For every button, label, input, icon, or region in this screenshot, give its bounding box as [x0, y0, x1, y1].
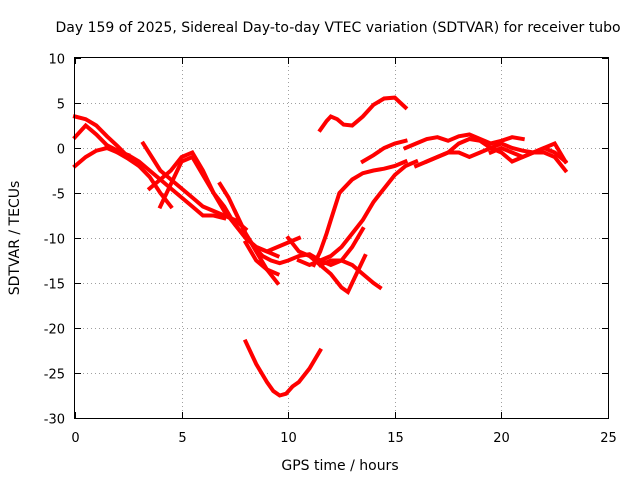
series-line-s20	[488, 145, 569, 165]
x-tick-label: 5	[178, 431, 186, 446]
series-line-s7	[157, 154, 302, 254]
series-line-s16	[360, 138, 408, 165]
x-tick-label: 20	[493, 431, 510, 446]
y-tick-label: 10	[48, 53, 65, 68]
y-tick-label: -10	[44, 233, 65, 248]
series-line-s17	[402, 132, 526, 151]
y-tick-label: -20	[44, 323, 65, 338]
plot-frame	[74, 57, 609, 419]
x-axis-label: GPS time / hours	[281, 458, 398, 474]
series-line-s12	[311, 158, 409, 268]
y-tick-label: -30	[44, 413, 65, 428]
series-line-s9	[232, 208, 281, 286]
x-axis-ticks: 0 5 10 15 20 25	[71, 58, 617, 446]
y-tick-label: -25	[44, 368, 65, 383]
y-axis-ticks: 10 5 0 -5 -10 -15 -20 -25 -30	[44, 53, 608, 428]
series-layer	[72, 95, 569, 398]
y-tick-label: -15	[44, 278, 65, 293]
series-line-s10	[242, 239, 281, 277]
y-tick-label: 0	[57, 143, 65, 158]
series-line-s14	[317, 258, 383, 291]
y-tick-label: -5	[52, 188, 65, 203]
series-line-s4	[104, 142, 227, 221]
series-line-s21	[242, 338, 323, 398]
series-line-s15	[317, 95, 409, 133]
chart-title: Day 159 of 2025, Sidereal Day-to-day VTE…	[55, 20, 620, 36]
grid-lines	[75, 58, 608, 418]
series-line-s13	[285, 235, 368, 296]
y-tick-label: 5	[57, 98, 65, 113]
x-tick-label: 15	[387, 431, 404, 446]
x-tick-label: 10	[280, 431, 297, 446]
x-tick-label: 0	[71, 431, 79, 446]
y-axis-label: SDTVAR / TECUs	[7, 181, 23, 296]
x-tick-label: 25	[600, 431, 617, 446]
